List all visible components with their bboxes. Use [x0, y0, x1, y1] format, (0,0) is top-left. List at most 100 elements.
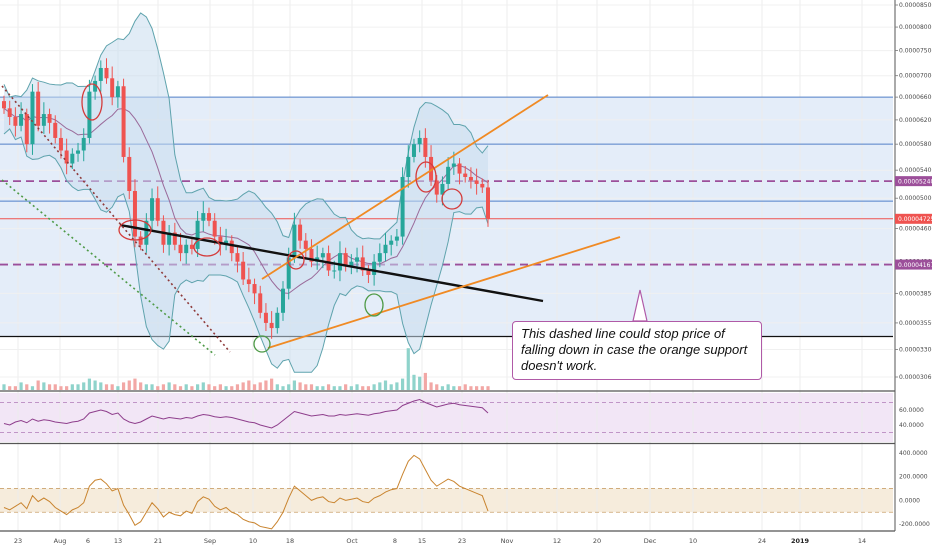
price-tick-label: 0.00003060	[899, 374, 932, 381]
candles[interactable]	[2, 58, 490, 339]
volume-bar	[270, 378, 274, 390]
trend-lines[interactable]	[1, 85, 648, 356]
volume-bar	[475, 386, 479, 390]
date-tick-label: 23	[458, 537, 466, 545]
date-tick-label: 23	[14, 537, 22, 545]
date-tick-label: Sep	[204, 537, 216, 545]
candle	[423, 137, 428, 157]
volume-bar	[423, 372, 427, 390]
orange-channel-top	[261, 94, 549, 280]
candle	[235, 253, 240, 262]
volume-bar	[315, 386, 319, 390]
candle	[417, 137, 422, 145]
volume-bar	[87, 378, 92, 390]
volume-bar	[338, 386, 342, 390]
candle	[24, 114, 29, 145]
volume-bar	[36, 380, 40, 390]
candle	[201, 213, 206, 221]
volume-bar	[344, 384, 348, 390]
candle	[411, 144, 416, 157]
volume-bar	[161, 384, 166, 390]
candle	[400, 176, 405, 237]
volume-bar	[70, 384, 74, 390]
dotted-trend-upper	[1, 85, 231, 353]
volume-bar	[440, 386, 445, 390]
candle	[343, 253, 348, 267]
price-tick-label: 0.00003300	[899, 347, 932, 354]
volume-bar	[13, 386, 17, 390]
highlight-circle	[441, 188, 463, 210]
volume-bar	[486, 386, 490, 390]
candle	[349, 261, 354, 267]
candle	[178, 244, 183, 254]
volume-bar	[167, 382, 171, 390]
candle	[480, 183, 485, 188]
price-tick-label: 0.00007000	[899, 73, 932, 80]
volume-bar	[361, 386, 365, 390]
candle	[309, 248, 314, 262]
candle	[206, 213, 211, 221]
volume-bar	[452, 386, 456, 390]
volume-bar	[110, 384, 114, 390]
price-tick-label: 0.00005800	[899, 141, 932, 148]
candle	[298, 224, 303, 241]
rsi-line	[3, 398, 489, 429]
candle	[434, 180, 439, 195]
date-tick-label: Aug	[54, 537, 67, 545]
candle	[292, 224, 297, 258]
candle	[281, 288, 286, 313]
bollinger-basis	[3, 107, 489, 294]
candle	[76, 150, 81, 154]
date-tick-label: 20	[593, 537, 601, 545]
volume-bar	[76, 384, 80, 390]
price-tick-label: 0.00005000	[899, 195, 932, 202]
price-tick-label: 0.00003850	[899, 290, 932, 297]
date-tick-label: 15	[418, 537, 426, 545]
candle	[121, 86, 126, 157]
volume-bar	[201, 382, 205, 390]
date-tick-label: 18	[286, 537, 294, 545]
volume-bar	[42, 382, 46, 390]
candle	[2, 101, 6, 109]
volume-bar	[275, 384, 279, 390]
candle	[212, 220, 217, 237]
volume-bar	[218, 384, 222, 390]
candle	[451, 163, 456, 167]
volume-bar	[53, 384, 57, 390]
candle	[372, 261, 377, 275]
candle	[360, 257, 365, 271]
orange-support-line	[267, 236, 621, 349]
volume-bar	[190, 386, 194, 390]
price-level-tag	[895, 213, 932, 224]
price-tick-label: 0.00003550	[899, 320, 932, 327]
price-tick-label: 0.00006600	[899, 94, 932, 101]
date-tick-label: 10	[249, 537, 257, 545]
price-axis: 0.00008500 0.00008000 0.00007500 0.00007000…	[895, 2, 932, 528]
candle	[337, 253, 342, 271]
volume-bar	[457, 386, 462, 390]
highlight-circle	[118, 219, 152, 241]
price-tick-label: 0.00005400	[899, 167, 932, 174]
candle	[241, 261, 246, 280]
volume-bar	[241, 382, 245, 390]
annotation-callout[interactable]: This dashed line could stop price of fal…	[512, 321, 762, 380]
volume-bar	[383, 380, 388, 390]
price-level-tag-label: 0.00004725	[898, 216, 932, 223]
price-level-tag-label: 0.00005240	[898, 178, 932, 185]
volume-bar	[480, 386, 484, 390]
annotation-text: This dashed line could stop price of fal…	[521, 326, 748, 373]
highlight-circle	[253, 335, 271, 353]
volume-bar	[133, 378, 137, 390]
volume-bar	[247, 380, 251, 390]
date-tick-label: 6	[86, 537, 90, 545]
candle	[19, 114, 24, 126]
volume-bar	[173, 384, 177, 390]
price-tick-label: 0.00006200	[899, 117, 932, 124]
volume-bar	[287, 384, 291, 390]
volume-bar	[389, 384, 393, 390]
black-downtrend-line	[119, 223, 544, 303]
highlight-circle	[364, 293, 384, 317]
candle	[463, 173, 468, 177]
cci-tick-label: 200.0000	[899, 474, 928, 481]
